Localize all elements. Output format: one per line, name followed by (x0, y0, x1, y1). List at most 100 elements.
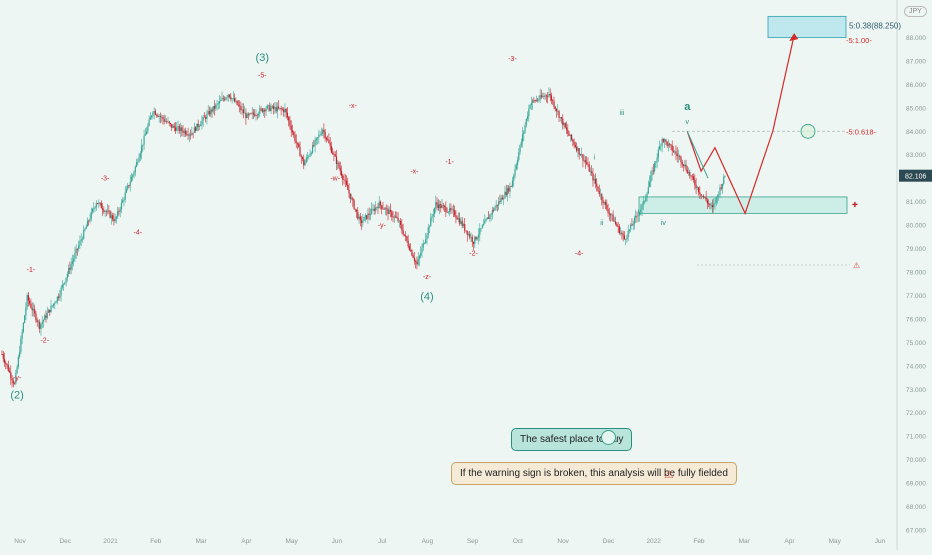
candle-body (64, 282, 66, 284)
candle-body (720, 187, 722, 189)
candle-body (275, 107, 277, 112)
candle-body (534, 100, 536, 102)
candle-body (304, 161, 306, 166)
candle-body (511, 180, 514, 187)
candle-body (329, 142, 331, 146)
candle-body (290, 125, 292, 131)
wave-label: i (593, 154, 595, 161)
candle-body (438, 204, 441, 209)
candle-body (591, 171, 593, 174)
candle-body (606, 204, 608, 210)
candle-body (616, 223, 618, 227)
candle-body (250, 113, 252, 115)
candle-body (494, 207, 496, 211)
candle-body (671, 145, 673, 151)
candle-body (618, 226, 620, 234)
candle-body (293, 132, 295, 135)
candle-body (216, 103, 218, 105)
candle-body (142, 144, 144, 146)
candle-body (205, 117, 207, 119)
projection-arrowhead (789, 33, 799, 42)
candle-body (183, 130, 185, 133)
candle-body (582, 154, 584, 161)
candle-body (398, 220, 400, 222)
candle-body (339, 167, 341, 171)
price-tick-label: 80.000 (906, 223, 926, 230)
candle-body (603, 201, 605, 204)
candle-body (422, 243, 424, 248)
time-tick-label: Jul (378, 538, 387, 545)
candle-body (679, 155, 681, 157)
candle-body (27, 295, 30, 301)
candle-body (89, 218, 91, 222)
time-tick-label: Nov (14, 538, 26, 545)
candle-body (493, 209, 495, 211)
candle-body (313, 144, 315, 146)
time-tick-label: Oct (513, 538, 523, 545)
time-tick-label: Apr (784, 538, 795, 545)
candle-body (499, 201, 501, 202)
wave-label: (3) (256, 52, 269, 64)
candle-body (174, 127, 177, 131)
candle-body (288, 117, 290, 121)
candle-body (559, 117, 561, 118)
candle-body (427, 227, 429, 235)
candle-body (314, 140, 316, 146)
candle-body (716, 195, 719, 198)
candle-body (426, 234, 428, 240)
candle-body (581, 154, 583, 156)
time-tick-label: Sep (467, 538, 479, 545)
candle-body (480, 228, 482, 229)
candle-body (357, 211, 359, 219)
candle-body (523, 131, 525, 135)
candle-body (446, 211, 448, 213)
candle-body (83, 230, 85, 239)
candle-body (638, 212, 641, 216)
candle-body (298, 143, 300, 147)
candle-body (396, 217, 398, 218)
candle-body (632, 224, 634, 226)
candle-body (530, 102, 532, 106)
wave-label: -z- (423, 274, 432, 281)
candle-body (230, 97, 232, 100)
candle-body (467, 233, 470, 235)
candle-body (703, 195, 705, 198)
candle-body (231, 98, 233, 100)
candle-body (366, 215, 368, 219)
candle-body (193, 127, 195, 133)
candle-body (337, 162, 339, 164)
fib-level-label: -5:0.618- (846, 127, 877, 136)
candle-body (597, 186, 599, 191)
candle-body (63, 283, 65, 285)
candle-body (311, 144, 314, 153)
candle-body (631, 224, 633, 226)
candle-body (8, 370, 11, 373)
candle-body (242, 109, 245, 114)
candle-body (152, 112, 154, 116)
candle-body (137, 161, 139, 163)
candle-body (425, 239, 427, 244)
candle-body (11, 378, 13, 381)
candle-body (621, 232, 623, 235)
candle-body (269, 105, 271, 111)
candle-body (179, 127, 182, 131)
wave-label: v (686, 119, 690, 126)
candle-body (642, 201, 644, 205)
candle-body (465, 230, 467, 232)
candle-body (612, 214, 614, 222)
candle-body (568, 133, 570, 136)
candle-body (36, 320, 38, 322)
candle-body (69, 268, 71, 270)
candle-body (661, 139, 663, 146)
candle-body (222, 98, 224, 99)
price-tick-label: 84.000 (906, 129, 926, 136)
candle-body (444, 205, 446, 207)
candle-body (529, 105, 531, 109)
candle-body (210, 109, 212, 115)
candle-body (389, 209, 392, 212)
candle-body (440, 204, 442, 208)
candle-body (98, 202, 100, 204)
candle-body (695, 184, 697, 189)
